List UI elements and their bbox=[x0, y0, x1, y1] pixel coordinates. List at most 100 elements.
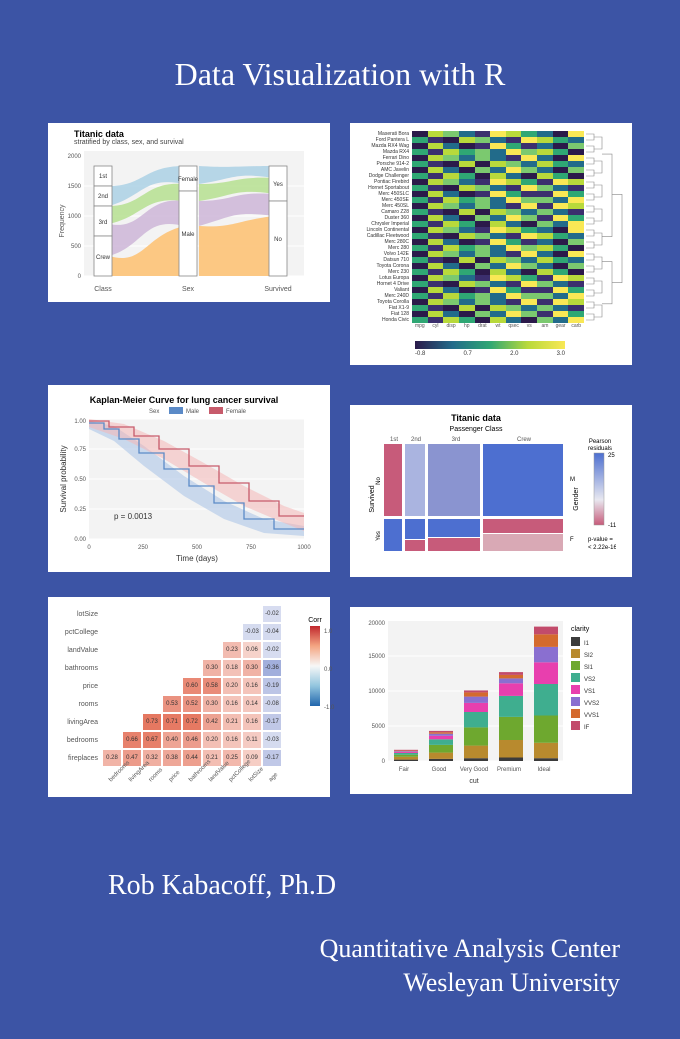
svg-text:Gender: Gender bbox=[573, 487, 580, 511]
svg-text:Survival probability: Survival probability bbox=[59, 445, 68, 512]
bar-segment bbox=[429, 759, 453, 761]
bar-segment bbox=[394, 752, 418, 753]
bar-segment bbox=[534, 634, 558, 647]
corr-cell: -0.02 bbox=[262, 605, 282, 623]
svg-text:Ideal: Ideal bbox=[537, 767, 550, 773]
svg-text:3rd: 3rd bbox=[99, 220, 108, 226]
svg-text:Yes: Yes bbox=[376, 531, 382, 541]
corr-cell: 0.58 bbox=[202, 677, 222, 695]
org-line2: Wesleyan University bbox=[320, 966, 620, 1000]
svg-text:Titanic data: Titanic data bbox=[451, 413, 502, 423]
svg-text:F: F bbox=[570, 537, 574, 543]
svg-text:Survived: Survived bbox=[369, 485, 376, 512]
corr-cell: 0.11 bbox=[242, 731, 262, 749]
svg-text:Sex: Sex bbox=[149, 409, 159, 415]
bar-segment bbox=[534, 716, 558, 743]
svg-text:Kaplan-Meier Curve for lung ca: Kaplan-Meier Curve for lung cancer survi… bbox=[90, 395, 279, 405]
svg-text:2nd: 2nd bbox=[411, 437, 421, 443]
svg-text:Female: Female bbox=[178, 177, 199, 183]
corr-cell: 0.16 bbox=[242, 713, 262, 731]
corr-cell: -0.04 bbox=[262, 623, 282, 641]
svg-text:500: 500 bbox=[71, 244, 82, 250]
svg-text:0: 0 bbox=[87, 545, 91, 551]
corr-cell: 0.20 bbox=[222, 677, 242, 695]
svg-text:Premium: Premium bbox=[497, 767, 521, 773]
corr-row: fireplaces0.280.470.320.380.440.210.250.… bbox=[52, 749, 326, 767]
corr-row: price0.600.580.200.16-0.19 bbox=[52, 677, 326, 695]
svg-text:Male: Male bbox=[181, 232, 195, 238]
corr-cell: 0.23 bbox=[222, 641, 242, 659]
bar-segment bbox=[534, 662, 558, 684]
chart-grid: Titanic data stratified by class, sex, a… bbox=[0, 123, 680, 797]
svg-text:Class: Class bbox=[94, 286, 112, 293]
corr-row: landValue0.230.06-0.02 bbox=[52, 641, 326, 659]
bar-segment bbox=[464, 690, 488, 692]
corr-row: rooms0.530.520.300.160.14-0.08 bbox=[52, 695, 326, 713]
svg-text:1500: 1500 bbox=[68, 184, 82, 190]
svg-text:0.00: 0.00 bbox=[74, 537, 86, 543]
svg-text:No: No bbox=[376, 477, 382, 485]
svg-text:VVS1: VVS1 bbox=[584, 713, 600, 719]
alluvial-subtitle: stratified by class, sex, and survival bbox=[54, 139, 324, 146]
bar-segment bbox=[464, 703, 488, 712]
corr-cell: 0.30 bbox=[242, 659, 262, 677]
svg-text:1st: 1st bbox=[390, 437, 398, 443]
svg-text:Good: Good bbox=[432, 767, 447, 773]
org-line1: Quantitative Analysis Center bbox=[320, 932, 620, 966]
bar-segment bbox=[429, 736, 453, 740]
corr-cell: -0.17 bbox=[262, 749, 282, 767]
svg-text:1.00: 1.00 bbox=[74, 419, 86, 425]
bar-segment bbox=[534, 758, 558, 761]
bar-segment bbox=[464, 697, 488, 703]
corr-cell: 0.06 bbox=[242, 641, 262, 659]
svg-text:10000: 10000 bbox=[368, 689, 385, 695]
bar-segment bbox=[429, 734, 453, 736]
corr-cell: 0.53 bbox=[162, 695, 182, 713]
svg-text:-11: -11 bbox=[608, 523, 616, 529]
corr-cell: 0.30 bbox=[202, 695, 222, 713]
svg-text:IF: IF bbox=[584, 725, 590, 731]
svg-text:< 2.22e-16: < 2.22e-16 bbox=[588, 545, 616, 551]
corr-cell: 0.52 bbox=[182, 695, 202, 713]
svg-text:I1: I1 bbox=[584, 641, 590, 647]
organization: Quantitative Analysis Center Wesleyan Un… bbox=[320, 932, 620, 1000]
svg-text:500: 500 bbox=[192, 545, 203, 551]
heatmap-row-label: Honda Civic bbox=[358, 317, 412, 323]
bar-segment bbox=[534, 684, 558, 716]
bar-segment bbox=[464, 727, 488, 745]
corr-cell: 0.71 bbox=[162, 713, 182, 731]
svg-text:0: 0 bbox=[78, 274, 82, 280]
svg-text:750: 750 bbox=[246, 545, 257, 551]
svg-text:0.50: 0.50 bbox=[74, 477, 86, 483]
svg-text:cut: cut bbox=[469, 778, 478, 785]
svg-text:1000: 1000 bbox=[297, 545, 311, 551]
bar-segment bbox=[394, 751, 418, 752]
svg-text:Yes: Yes bbox=[273, 182, 283, 188]
corr-cell: 0.67 bbox=[142, 731, 162, 749]
alluvial-title: Titanic data bbox=[54, 129, 324, 139]
bar-segment bbox=[464, 692, 488, 696]
bar-segment bbox=[394, 750, 418, 751]
page-title: Data Visualization with R bbox=[0, 0, 680, 123]
corr-cell: 0.18 bbox=[222, 659, 242, 677]
bar-segment bbox=[394, 760, 418, 761]
svg-text:0.75: 0.75 bbox=[74, 447, 86, 453]
corr-cell: 0.44 bbox=[182, 749, 202, 767]
svg-text:VS1: VS1 bbox=[584, 689, 596, 695]
corr-cell: 0.40 bbox=[162, 731, 182, 749]
svg-text:residuals: residuals bbox=[588, 446, 612, 452]
bar-segment bbox=[499, 740, 523, 758]
bar-segment bbox=[429, 732, 453, 733]
mosaic-chart: Titanic data Passenger Class 1st2nd 3rdC… bbox=[350, 405, 632, 577]
corr-cell: -0.19 bbox=[262, 677, 282, 695]
bar-segment bbox=[499, 675, 523, 679]
corr-row: lotSize-0.02 bbox=[52, 605, 326, 623]
svg-text:clarity: clarity bbox=[571, 626, 590, 633]
svg-text:Passenger Class: Passenger Class bbox=[450, 426, 503, 433]
heatmap-colorbar bbox=[415, 341, 565, 349]
corr-cell: 0.20 bbox=[202, 731, 222, 749]
alluvial-chart: Titanic data stratified by class, sex, a… bbox=[48, 123, 330, 302]
svg-text:5000: 5000 bbox=[372, 724, 386, 730]
svg-text:Survived: Survived bbox=[264, 286, 291, 293]
svg-text:0: 0 bbox=[382, 759, 386, 765]
